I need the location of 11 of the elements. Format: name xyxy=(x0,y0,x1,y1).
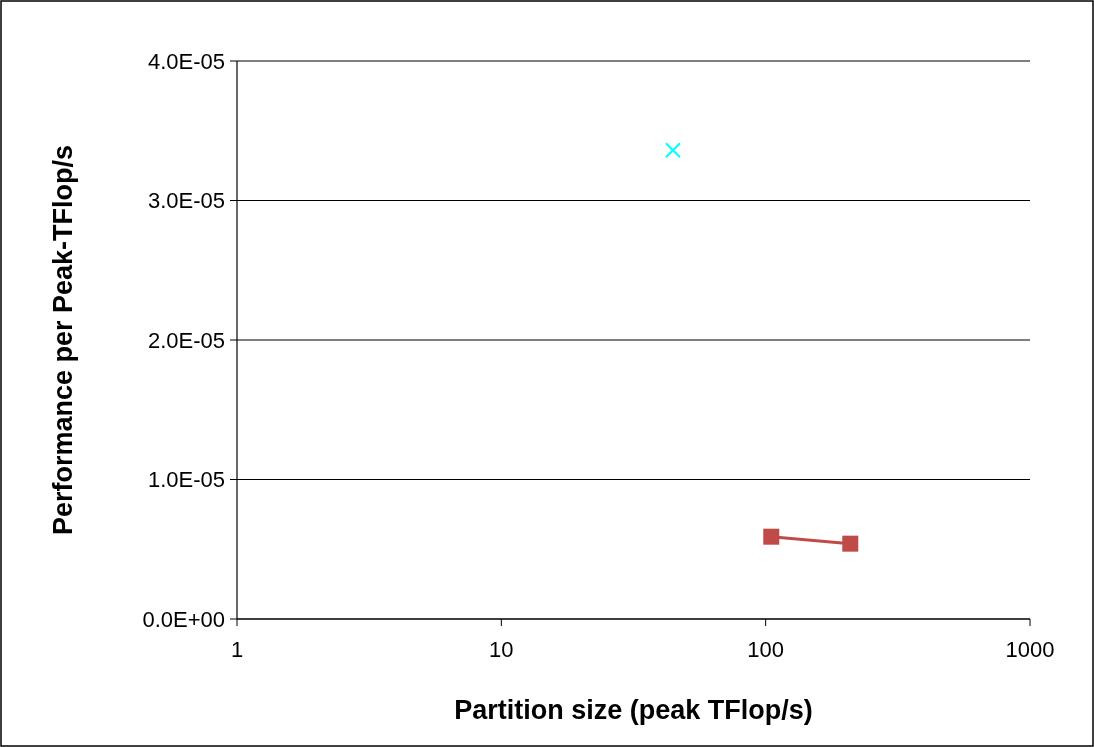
x-tick-label: 1000 xyxy=(1005,637,1055,662)
x-tick-label: 1 xyxy=(230,637,244,662)
y-tick-label: 2.0E-05 xyxy=(147,327,225,353)
y-tick-label: 4.0E-05 xyxy=(147,48,225,74)
y-axis-title: Performance per Peak-TFlop/s xyxy=(48,144,78,536)
x-tick-label: 100 xyxy=(747,637,785,662)
y-tick-label: 1.0E-05 xyxy=(147,467,225,493)
x-tick-label: 10 xyxy=(489,637,514,662)
y-tick-label: 0.0E+00 xyxy=(142,606,225,632)
y-tick-label: 3.0E-05 xyxy=(147,188,225,214)
x-axis-title: Partition size (peak TFlop/s) xyxy=(454,695,813,725)
